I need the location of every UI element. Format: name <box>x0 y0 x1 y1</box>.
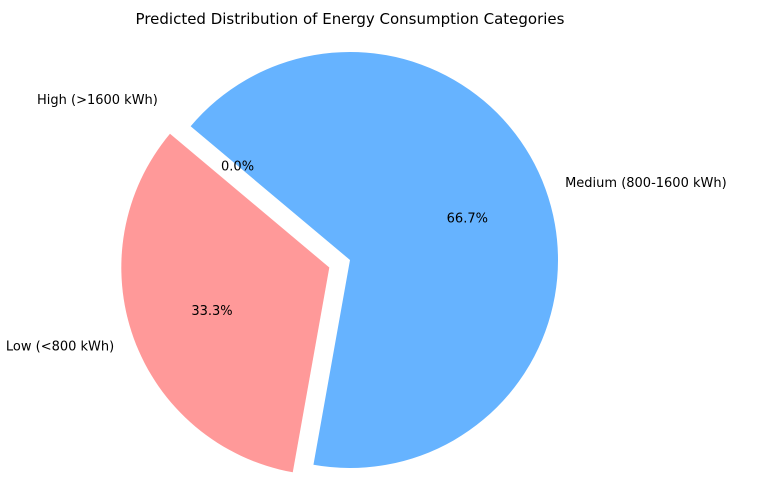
percent-medium-800-1600-kwh: 66.7% <box>447 211 488 226</box>
label-medium-800-1600-kwh: Medium (800-1600 kWh) <box>565 176 727 191</box>
percent-low-800-kwh: 33.3% <box>191 304 232 319</box>
pie-slices <box>121 51 558 473</box>
slice-low-800-kwh <box>121 133 330 473</box>
label-high-1600-kwh: High (>1600 kWh) <box>37 93 158 108</box>
label-low-800-kwh: Low (<800 kWh) <box>6 340 114 355</box>
slice-medium-800-1600-kwh <box>190 51 558 468</box>
percent-high-1600-kwh: 0.0% <box>221 160 254 175</box>
chart-title: Predicted Distribution of Energy Consump… <box>136 10 565 28</box>
pie-labels: Low (<800 kWh) 33.3% Medium (800-1600 kWh)… <box>6 93 727 355</box>
